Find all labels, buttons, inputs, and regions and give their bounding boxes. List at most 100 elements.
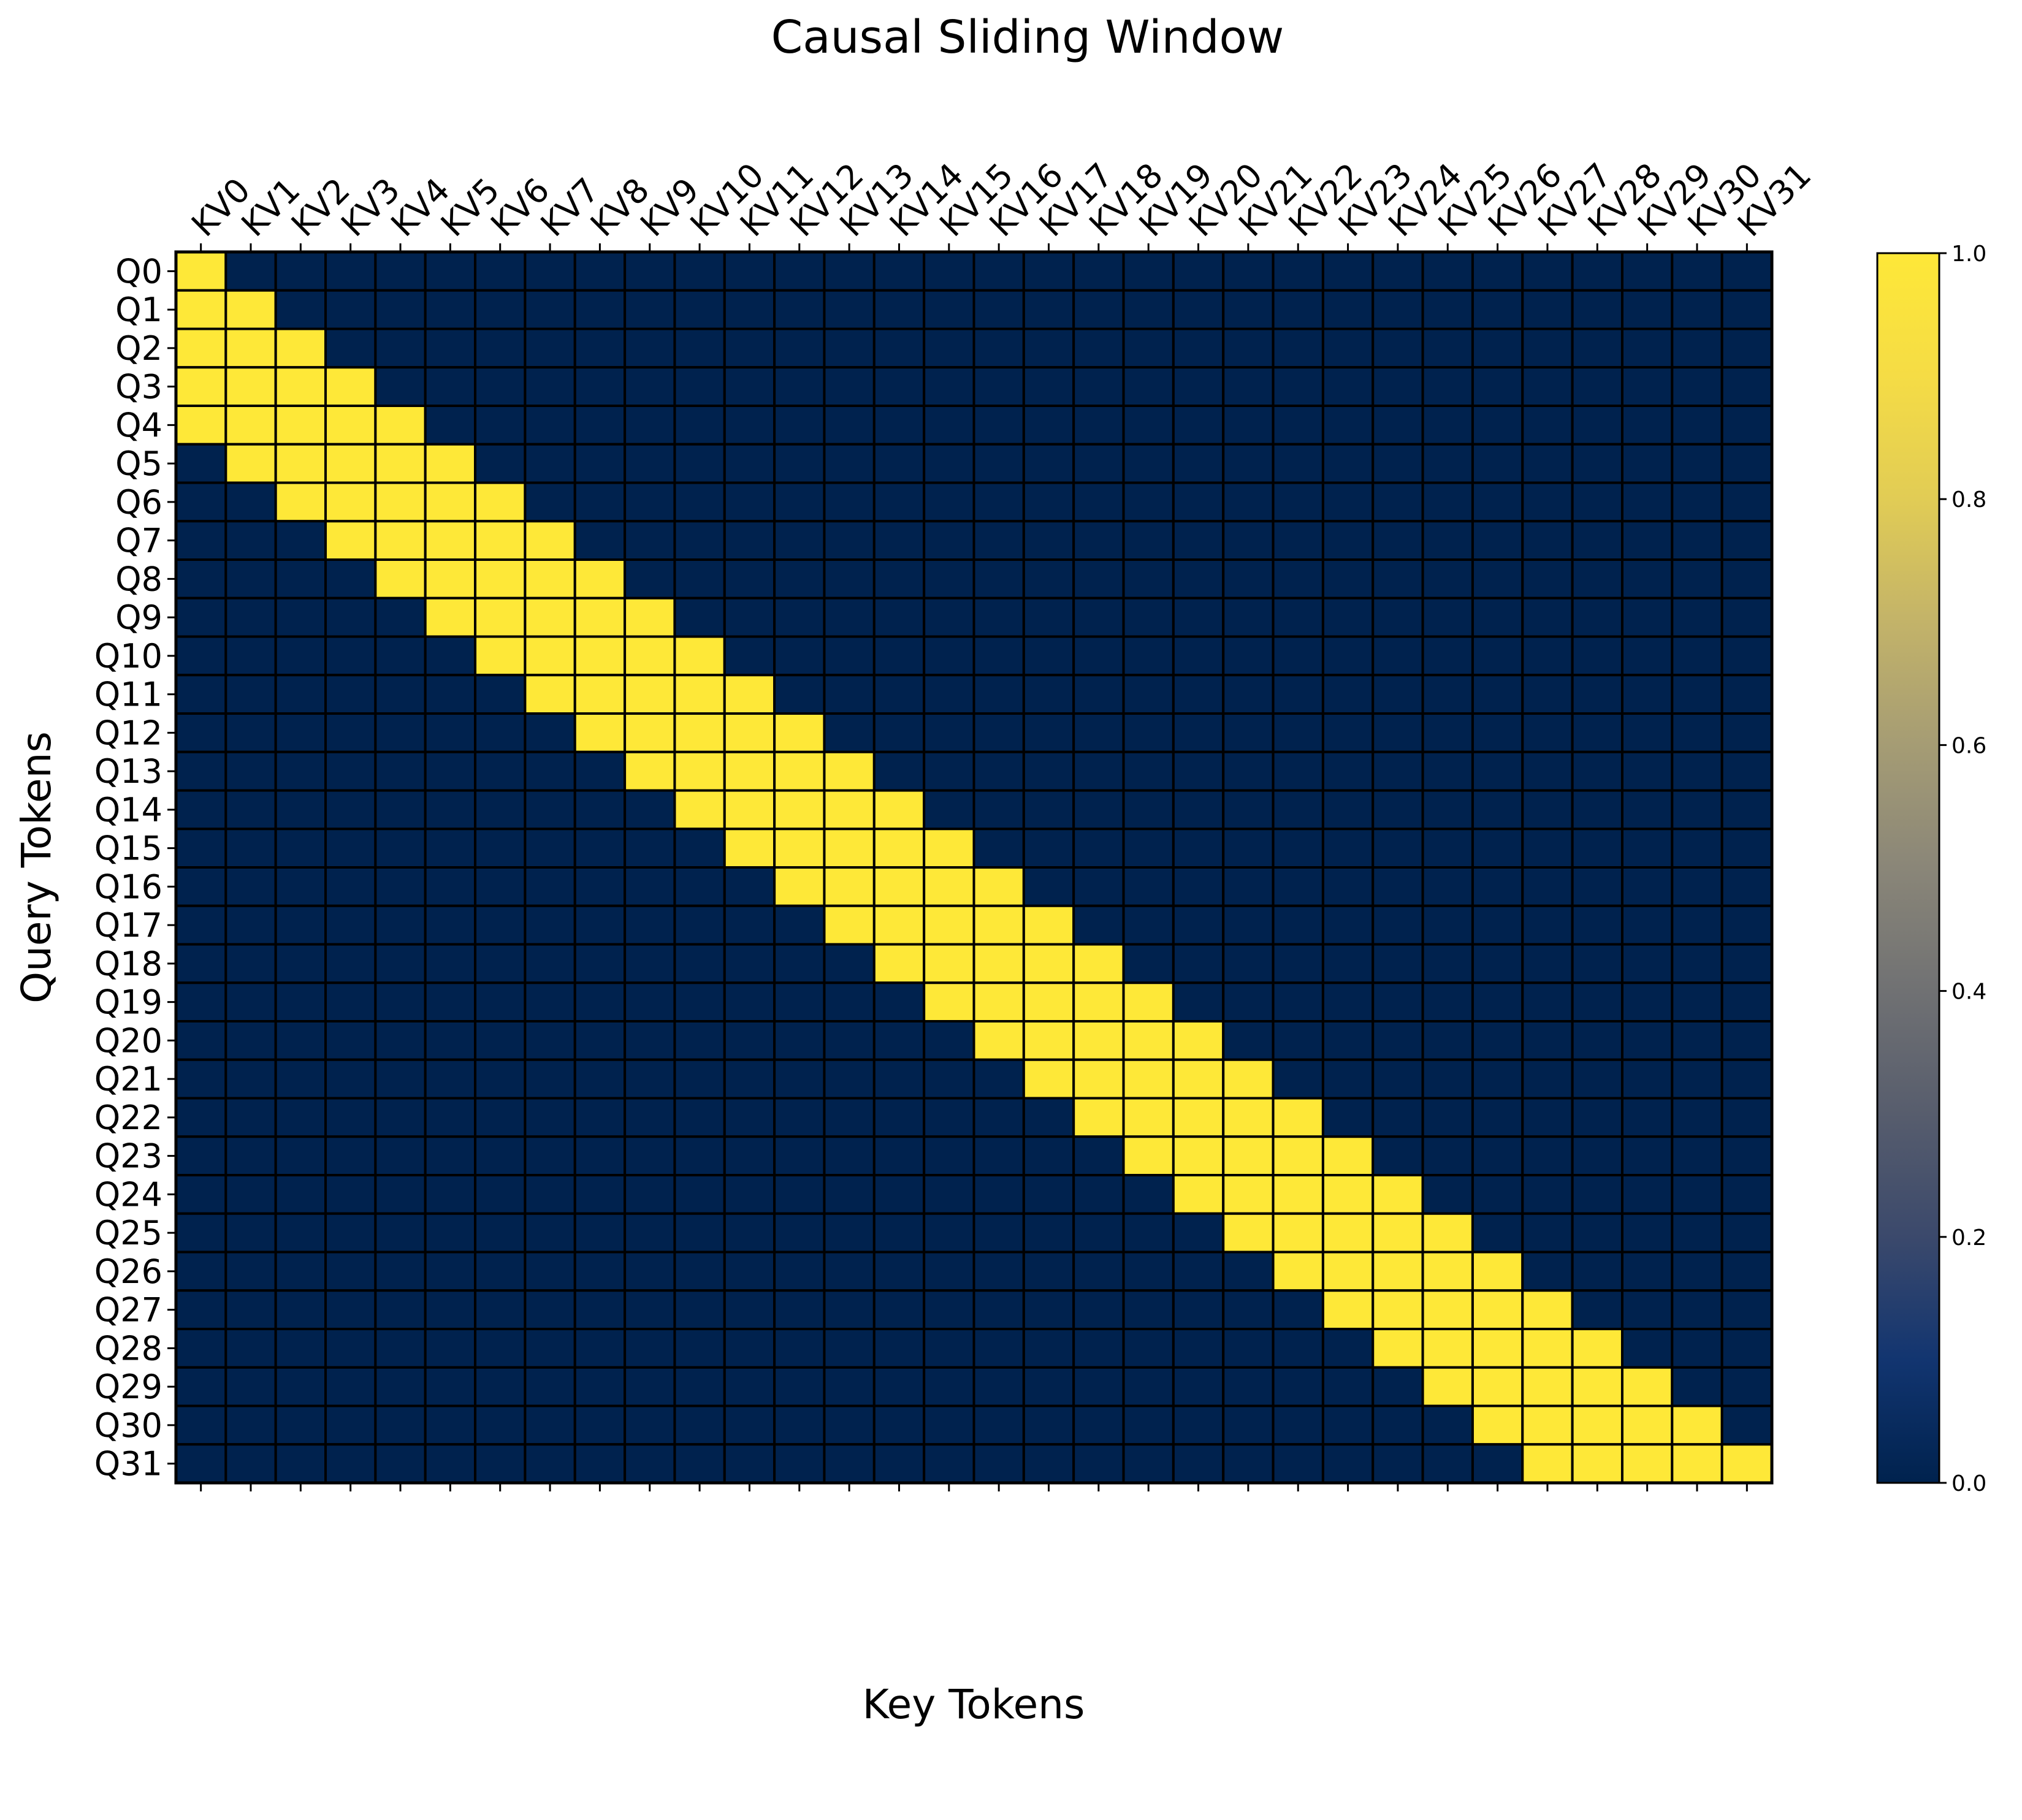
heatmap-cell — [1272, 981, 1324, 1022]
heatmap-cell — [1222, 1174, 1275, 1215]
heatmap-cell — [474, 1443, 527, 1484]
heatmap-cell — [1421, 289, 1474, 330]
heatmap-cell — [823, 520, 876, 561]
heatmap-cell — [1620, 1289, 1674, 1330]
heatmap-cell — [573, 981, 627, 1022]
heatmap-cell — [1620, 828, 1674, 869]
heatmap-cell — [624, 904, 676, 946]
heatmap-cell — [573, 481, 627, 523]
heatmap-cell — [224, 520, 277, 561]
heatmap-cell — [274, 866, 327, 907]
heatmap-cell — [1521, 828, 1574, 869]
heatmap-cell — [1272, 1289, 1324, 1330]
heatmap-cell — [1122, 789, 1175, 831]
heatmap-cell — [1620, 1174, 1674, 1215]
y-tick-label: Q7 — [115, 522, 162, 560]
heatmap-cell — [1172, 520, 1225, 561]
heatmap-cell — [1471, 558, 1524, 600]
heatmap-cell — [1321, 1404, 1375, 1446]
heatmap-cell — [1671, 366, 1723, 407]
heatmap-cell — [274, 289, 327, 330]
heatmap-cell — [624, 1289, 676, 1330]
heatmap-cell — [972, 1135, 1025, 1176]
heatmap-cell — [175, 904, 227, 946]
heatmap-cell — [923, 635, 975, 677]
heatmap-cell — [1321, 1097, 1375, 1138]
y-tick-label: Q29 — [94, 1368, 162, 1406]
heatmap-cell — [773, 1135, 826, 1176]
heatmap-cell — [1172, 828, 1225, 869]
heatmap-cell — [1122, 1020, 1175, 1061]
heatmap-cell — [175, 789, 227, 831]
heatmap-cell — [1321, 520, 1375, 561]
y-tick-label: Q25 — [94, 1214, 162, 1252]
heatmap-cell — [1272, 327, 1324, 369]
heatmap-cell — [1321, 481, 1375, 523]
y-tick-label: Q13 — [94, 752, 162, 791]
heatmap-cell — [474, 828, 527, 869]
heatmap-cell — [773, 520, 826, 561]
heatmap-cell — [374, 1251, 427, 1292]
heatmap-cell — [1620, 1328, 1674, 1369]
heatmap-cell — [723, 674, 776, 715]
heatmap-cell — [324, 981, 377, 1022]
heatmap-cell — [1521, 635, 1574, 677]
heatmap-cell — [1072, 405, 1125, 446]
heatmap-cell — [1372, 251, 1424, 292]
heatmap-cell — [872, 789, 926, 831]
heatmap-cell — [673, 904, 726, 946]
heatmap-cell — [1471, 520, 1524, 561]
heatmap-cell — [374, 481, 427, 523]
heatmap-cell — [1122, 1443, 1175, 1484]
heatmap-cell — [524, 712, 576, 753]
heatmap-cell — [872, 1328, 926, 1369]
heatmap-cell — [972, 904, 1025, 946]
heatmap-cell — [175, 558, 227, 600]
heatmap-cell — [773, 1289, 826, 1330]
heatmap-cell — [923, 866, 975, 907]
heatmap-cell — [1571, 866, 1623, 907]
heatmap-cell — [324, 596, 377, 638]
heatmap-cell — [624, 712, 676, 753]
heatmap-cell — [1671, 251, 1723, 292]
heatmap-cell — [1372, 828, 1424, 869]
heatmap-cell — [424, 1097, 477, 1138]
heatmap-cell — [1571, 1366, 1623, 1407]
heatmap-cell — [374, 1020, 427, 1061]
heatmap-cell — [1571, 443, 1623, 484]
heatmap-cell — [1471, 1097, 1524, 1138]
heatmap-cell — [1072, 596, 1125, 638]
heatmap-cell — [1072, 1135, 1125, 1176]
heatmap-cell — [673, 1251, 726, 1292]
heatmap-cell — [175, 712, 227, 753]
heatmap-cell — [723, 750, 776, 792]
heatmap-cell — [1671, 1443, 1723, 1484]
heatmap-cell — [773, 1174, 826, 1215]
heatmap-cell — [274, 943, 327, 984]
heatmap-cell — [474, 1058, 527, 1100]
heatmap-cell — [224, 943, 277, 984]
heatmap-cell — [1620, 327, 1674, 369]
heatmap-cell — [872, 674, 926, 715]
heatmap-cell — [1471, 1058, 1524, 1100]
heatmap-cell — [324, 712, 377, 753]
heatmap-cell — [823, 1443, 876, 1484]
heatmap-cell — [374, 1135, 427, 1176]
heatmap-cell — [872, 904, 926, 946]
heatmap-cell — [1471, 1289, 1524, 1330]
heatmap-cell — [424, 866, 477, 907]
heatmap-frame — [174, 250, 1774, 1485]
heatmap-cell — [1421, 1097, 1474, 1138]
heatmap-cell — [1222, 1289, 1275, 1330]
heatmap-cell — [723, 596, 776, 638]
heatmap-cell — [1321, 327, 1375, 369]
heatmap-cell — [474, 904, 527, 946]
heatmap-cell — [1272, 635, 1324, 677]
heatmap-cell — [923, 943, 975, 984]
heatmap-cell — [972, 289, 1025, 330]
heatmap-cell — [1421, 1289, 1474, 1330]
heatmap-cell — [1620, 674, 1674, 715]
heatmap-cell — [673, 520, 726, 561]
heatmap-cell — [923, 1174, 975, 1215]
heatmap-cell — [524, 1097, 576, 1138]
